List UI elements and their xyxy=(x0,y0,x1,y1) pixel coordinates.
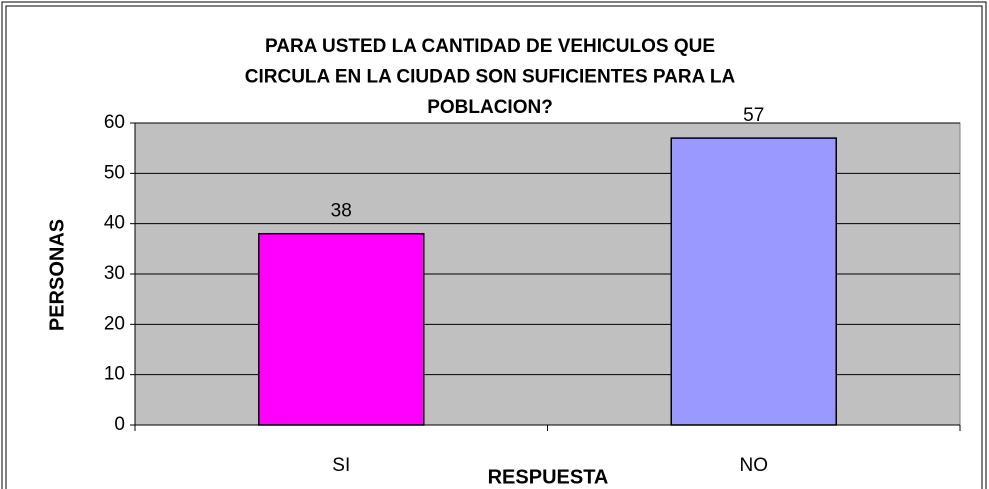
y-tick-label: 50 xyxy=(104,162,125,183)
y-tick-label: 60 xyxy=(104,112,125,133)
x-tick-label: NO xyxy=(740,455,769,476)
data-label: 57 xyxy=(743,105,764,126)
x-tick-label: SI xyxy=(332,455,350,476)
y-tick-label: 0 xyxy=(114,414,125,435)
chart-title: POBLACION? xyxy=(427,97,553,118)
chart-title: CIRCULA EN LA CIUDAD SON SUFICIENTES PAR… xyxy=(245,67,736,88)
y-tick-label: 10 xyxy=(104,364,125,385)
y-tick-label: 40 xyxy=(104,213,125,234)
y-axis-title: PERSONAS xyxy=(46,219,68,331)
y-tick-label: 30 xyxy=(104,263,125,284)
y-tick-label: 20 xyxy=(104,313,125,334)
bar xyxy=(670,137,837,426)
data-label: 38 xyxy=(331,201,352,222)
inner-frame xyxy=(5,5,983,489)
chart-title: PARA USTED LA CANTIDAD DE VEHICULOS QUE xyxy=(265,36,715,57)
x-axis-title: RESPUESTA xyxy=(488,466,609,488)
bar xyxy=(258,232,425,426)
